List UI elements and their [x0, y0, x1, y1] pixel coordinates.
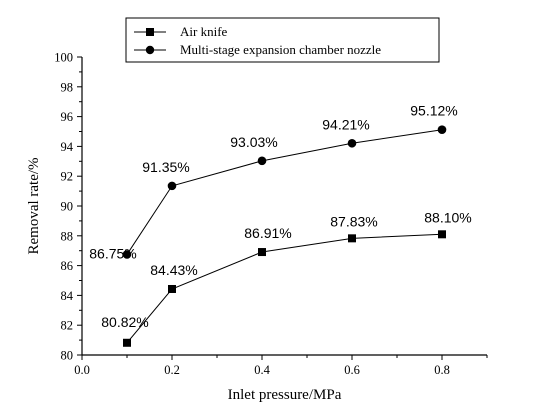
x-tick-label: 0.8	[434, 363, 450, 377]
data-label: 95.12%	[410, 103, 457, 119]
ticks: 0.0 0.2 0.4 0.6 0.8 80 82 84 86 88 90 92 94 96 98 100	[54, 51, 488, 377]
legend: Air knife Multi-stage expansion chamber …	[125, 17, 440, 63]
y-axis-title: Removal rate/%	[26, 157, 42, 254]
data-point	[168, 284, 176, 293]
y-tick-label: 90	[61, 200, 74, 214]
data-point	[348, 234, 356, 243]
data-point	[438, 230, 446, 239]
series-nozzle: 86.75% 91.35% 93.03% 94.21% 95.12%	[89, 103, 457, 262]
data-point	[437, 125, 447, 135]
data-point	[258, 248, 266, 257]
axes	[81, 57, 487, 356]
x-tick-label: 0.6	[344, 363, 360, 377]
data-label: 94.21%	[322, 116, 369, 132]
y-tick-label: 88	[61, 229, 74, 243]
y-tick-label: 92	[61, 170, 74, 184]
data-point	[122, 250, 132, 259]
legend-box	[125, 17, 440, 63]
y-tick-label: 96	[61, 110, 74, 124]
y-tick-label: 98	[61, 80, 74, 94]
data-point	[123, 338, 131, 347]
x-tick-label: 0.4	[254, 363, 270, 377]
data-label: 86.91%	[244, 225, 291, 241]
legend-label-air-knife: Air knife	[180, 24, 228, 39]
y-tick-label: 100	[54, 51, 73, 65]
y-tick-label: 86	[61, 259, 74, 273]
data-label: 91.35%	[142, 159, 189, 175]
legend-marker-nozzle	[145, 45, 155, 55]
y-tick-label: 84	[61, 289, 74, 303]
data-point	[347, 138, 357, 148]
data-label: 88.10%	[424, 209, 471, 225]
legend-label-nozzle: Multi-stage expansion chamber nozzle	[180, 42, 381, 57]
data-label: 93.03%	[230, 134, 277, 150]
data-point	[167, 181, 177, 191]
x-axis-title: Inlet pressure/MPa	[228, 387, 342, 403]
x-tick-label: 0.2	[164, 363, 180, 377]
y-tick-label: 82	[61, 319, 74, 333]
data-label: 87.83%	[330, 213, 377, 229]
y-tick-label: 80	[61, 349, 74, 363]
data-label: 86.75%	[89, 245, 136, 261]
legend-marker-air-knife	[146, 28, 154, 36]
x-tick-label: 0.0	[74, 363, 90, 377]
series-air-knife: 80.82% 84.43% 86.91% 87.83% 88.10%	[101, 209, 472, 347]
data-label: 84.43%	[150, 262, 197, 278]
series: 80.82% 84.43% 86.91% 87.83% 88.10% 86.75% 91.3…	[89, 103, 472, 347]
data-label: 80.82%	[101, 314, 148, 330]
data-point	[257, 156, 267, 166]
y-tick-label: 94	[61, 140, 74, 154]
